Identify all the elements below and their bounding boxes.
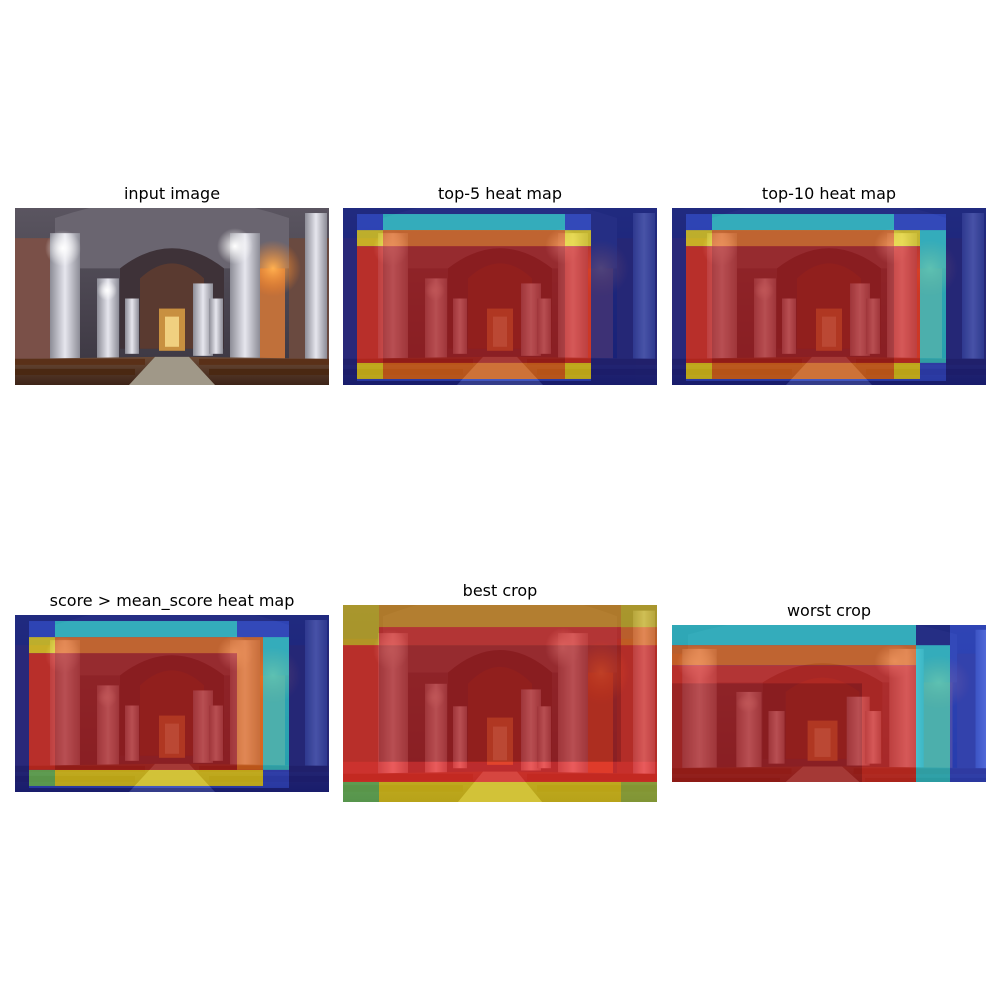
panel-title: input image [123,184,221,203]
panel-title: top-5 heat map [438,184,562,203]
top5-heat-map-image [343,208,657,385]
panel-title: worst crop [786,601,872,620]
panel-input-image: input image [15,184,329,385]
panel-worst-crop: worst crop [672,601,986,782]
panel-mean-score-heat-map: score > mean_score heat map [15,591,329,792]
mean-score-heat-map-image [15,615,329,792]
input-image [15,208,329,385]
best-crop-image [343,605,657,802]
worst-crop-image [672,625,986,782]
panel-top5-heat-map: top-5 heat map [343,184,657,385]
panel-best-crop: best crop [343,581,657,802]
panel-title: top-10 heat map [761,184,897,203]
top10-heat-map-image [672,208,986,385]
panel-title: best crop [462,581,538,600]
panel-top10-heat-map: top-10 heat map [672,184,986,385]
panel-title: score > mean_score heat map [49,591,295,610]
